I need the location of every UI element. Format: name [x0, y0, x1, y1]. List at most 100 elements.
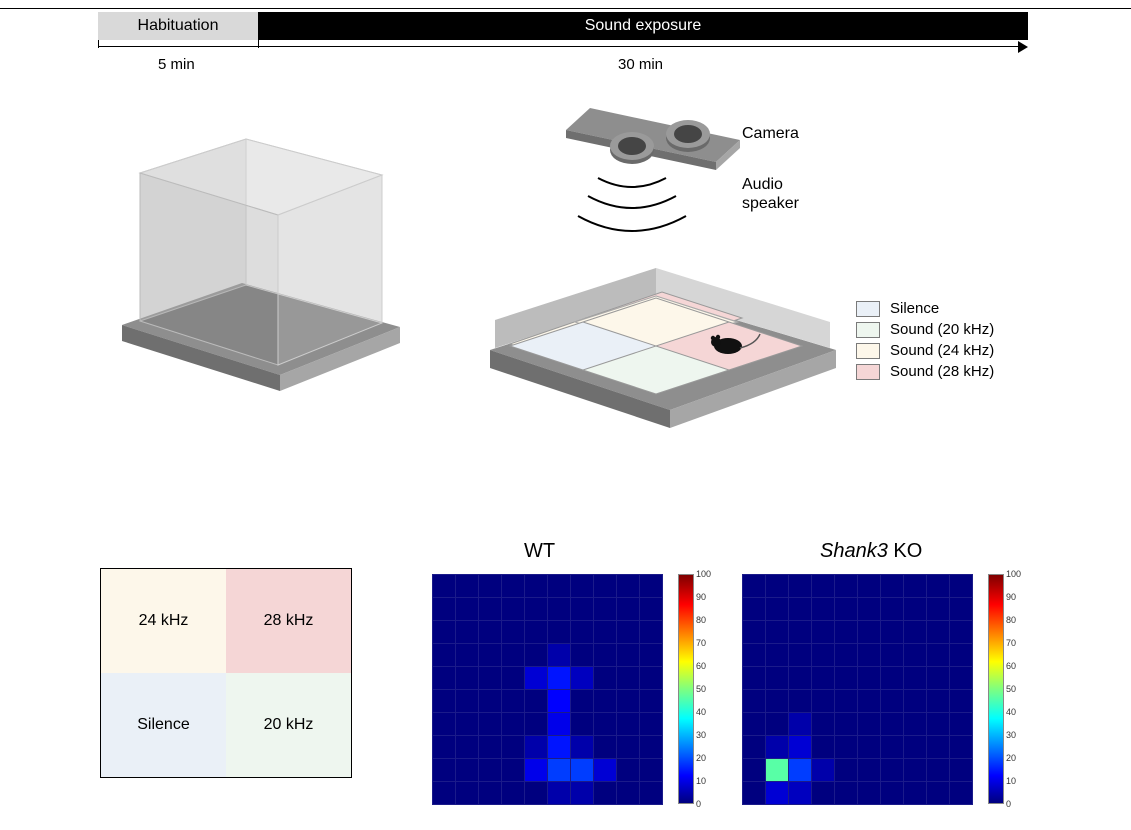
heatmap-cell: [525, 759, 548, 782]
heatmap-cell: [548, 782, 571, 805]
heatmap-cell: [743, 575, 766, 598]
heatmap-cell: [617, 736, 640, 759]
heatmap-cell: [881, 736, 904, 759]
heatmap-cell: [594, 644, 617, 667]
heatmap-cell: [594, 759, 617, 782]
heatmap-cell: [594, 713, 617, 736]
legend-swatch-0: [856, 301, 880, 317]
heatmap-cell: [835, 782, 858, 805]
heatmap-cell: [835, 598, 858, 621]
heatmap-cell: [571, 575, 594, 598]
heatmap-cell: [858, 713, 881, 736]
heatmap-cell: [456, 667, 479, 690]
heatmap-cell: [881, 644, 904, 667]
heatmap-cell: [479, 667, 502, 690]
colorbar-tick: 70: [1006, 638, 1016, 648]
heatmap-cell: [743, 667, 766, 690]
heatmap-cell: [835, 621, 858, 644]
colorbar-tick: 60: [1006, 661, 1016, 671]
heatmap-cell: [766, 782, 789, 805]
heatmap-cell: [927, 759, 950, 782]
heatmap-cell: [433, 598, 456, 621]
heatmap-cell: [525, 575, 548, 598]
heatmap-cell: [743, 621, 766, 644]
timeline-arrow-head-icon: [1018, 41, 1028, 53]
legend-label-2: Sound (24 kHz): [890, 342, 994, 359]
heatmap-cell: [904, 667, 927, 690]
heatmap-cell: [479, 736, 502, 759]
timeline-arrow: [98, 40, 1028, 54]
heatmap-cell: [617, 598, 640, 621]
heatmap-cell: [927, 644, 950, 667]
heatmap-cell: [617, 713, 640, 736]
heatmap-cell: [789, 690, 812, 713]
heatmap-cell: [548, 713, 571, 736]
heatmap-cell: [594, 575, 617, 598]
heatmap-cell: [640, 644, 663, 667]
heatmap-cell: [950, 736, 973, 759]
heatmap-cell: [617, 575, 640, 598]
heatmap-cell: [881, 759, 904, 782]
heatmap-cell: [433, 736, 456, 759]
heatmap-cell: [594, 736, 617, 759]
timeline-duration-labels: 5 min 30 min: [98, 54, 1028, 74]
heatmap-cell: [433, 621, 456, 644]
heatmap-cell: [502, 575, 525, 598]
heatmap-cell: [766, 713, 789, 736]
legend-label-3: Sound (28 kHz): [890, 363, 994, 380]
timeline-bar: Habituation Sound exposure: [98, 12, 1028, 40]
heatmap-cell: [433, 575, 456, 598]
heatmap-cell: [525, 644, 548, 667]
legend-row-0: Silence: [856, 300, 994, 317]
quadrant-key-map: 24 kHz 28 kHz Silence 20 kHz: [100, 568, 352, 778]
speaker-label: Audiospeaker: [742, 175, 799, 213]
heatmap-cell: [766, 621, 789, 644]
heatmap-cell: [548, 644, 571, 667]
heatmap-cell: [858, 759, 881, 782]
heatmap-cell: [812, 575, 835, 598]
heatmap-cell: [502, 667, 525, 690]
colorbar-tick: 20: [1006, 753, 1016, 763]
heatmap-cell: [858, 598, 881, 621]
heatmap-cell: [640, 759, 663, 782]
heatmap-cell: [640, 667, 663, 690]
heatmap-cell: [812, 644, 835, 667]
heatmap-cell: [548, 736, 571, 759]
heatmap-cell: [479, 644, 502, 667]
colorbar-tick: 0: [696, 799, 701, 809]
heatmap-cell: [640, 690, 663, 713]
heatmap-cell: [594, 598, 617, 621]
heatmap-cell: [766, 667, 789, 690]
heatmap-cell: [904, 621, 927, 644]
heatmap-cell: [904, 598, 927, 621]
heatmap-cell: [525, 782, 548, 805]
hairline-top: [0, 8, 1131, 9]
heatmap-cell: [904, 736, 927, 759]
heatmap-cell: [502, 759, 525, 782]
heatmap-cell: [950, 782, 973, 805]
heatmap-cell: [927, 667, 950, 690]
heatmap-cell: [594, 782, 617, 805]
heatmap-cell: [766, 598, 789, 621]
heatmap-cell: [502, 621, 525, 644]
heatmap-cell: [571, 621, 594, 644]
heatmap-cell: [571, 598, 594, 621]
heatmap-cell: [502, 736, 525, 759]
heatmap-cell: [904, 782, 927, 805]
heatmap-cell: [433, 690, 456, 713]
heatmap-cell: [835, 690, 858, 713]
heatmap-cell: [479, 782, 502, 805]
heatmap-cell: [927, 736, 950, 759]
heatmap-cell: [904, 713, 927, 736]
colorbar-tick: 30: [696, 730, 706, 740]
heatmap-cell: [766, 644, 789, 667]
heatmap-cell: [525, 621, 548, 644]
heatmap-cell: [479, 759, 502, 782]
heatmap-cell: [812, 713, 835, 736]
heatmap-cell: [789, 713, 812, 736]
heatmap-cell: [812, 621, 835, 644]
colorbar-tick: 90: [1006, 592, 1016, 602]
heatmap-cell: [812, 667, 835, 690]
heatmap-cell: [640, 736, 663, 759]
legend-row-3: Sound (28 kHz): [856, 363, 994, 380]
